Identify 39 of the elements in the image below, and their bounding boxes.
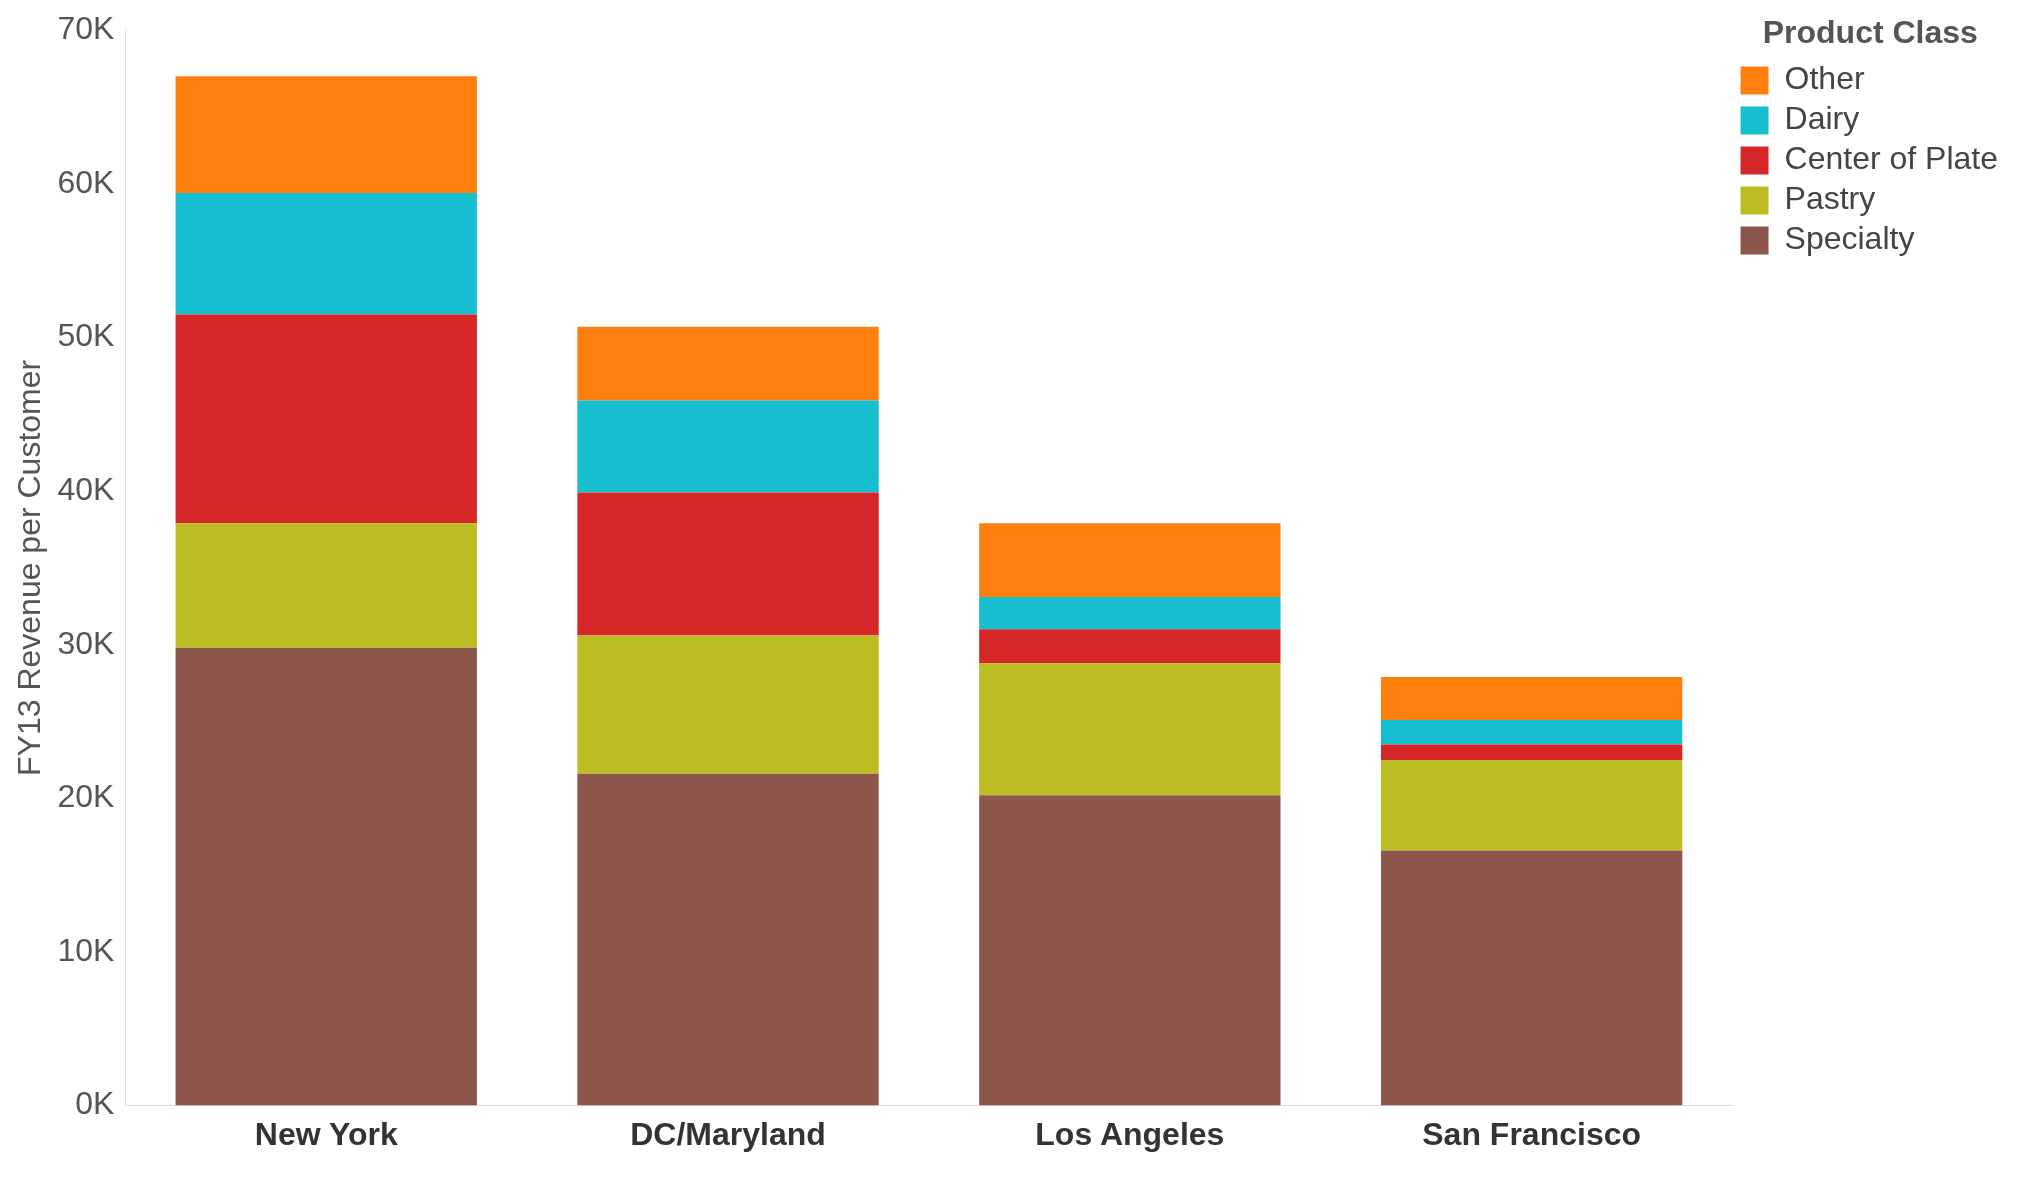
x-tick-label: San Francisco bbox=[1422, 1115, 1642, 1152]
y-tick-label: 10K bbox=[57, 931, 115, 968]
legend-label: Other bbox=[1784, 60, 1865, 97]
y-tick-label: 40K bbox=[57, 470, 115, 507]
bar bbox=[1380, 744, 1683, 760]
bar bbox=[979, 663, 1281, 796]
bar bbox=[1380, 850, 1683, 1106]
bar bbox=[175, 193, 477, 315]
y-tick-label: 30K bbox=[57, 624, 115, 661]
bar bbox=[979, 523, 1281, 598]
bar bbox=[1380, 676, 1683, 720]
legend-label: Specialty bbox=[1784, 220, 1915, 257]
y-tick-label: 0K bbox=[75, 1085, 115, 1122]
bar bbox=[1380, 759, 1683, 851]
bar bbox=[175, 314, 477, 524]
bar bbox=[979, 597, 1281, 630]
bar bbox=[175, 647, 477, 1106]
legend-title: Product Class bbox=[1762, 13, 1978, 50]
y-tick-label: 60K bbox=[57, 163, 115, 200]
legend-label: Dairy bbox=[1784, 100, 1860, 137]
y-tick-label: 50K bbox=[57, 317, 115, 354]
y-tick-label: 70K bbox=[57, 10, 115, 47]
x-tick-label: DC/Maryland bbox=[630, 1115, 826, 1152]
x-tick-label: New York bbox=[254, 1115, 398, 1152]
bar bbox=[577, 492, 879, 636]
legend-label: Pastry bbox=[1784, 180, 1876, 217]
y-tick-label: 20K bbox=[57, 778, 115, 815]
bar bbox=[577, 773, 879, 1106]
bar bbox=[175, 76, 477, 194]
legend-label: Center of Plate bbox=[1784, 140, 1998, 177]
bar bbox=[979, 795, 1281, 1106]
bar bbox=[1380, 719, 1683, 745]
bar bbox=[979, 629, 1281, 664]
y-axis-title: FY13 Revenue per Customer bbox=[11, 359, 48, 776]
bar bbox=[577, 635, 879, 774]
x-tick-label: Los Angeles bbox=[1035, 1115, 1225, 1152]
bar bbox=[577, 400, 879, 493]
bar bbox=[577, 326, 879, 401]
bar bbox=[175, 523, 477, 648]
